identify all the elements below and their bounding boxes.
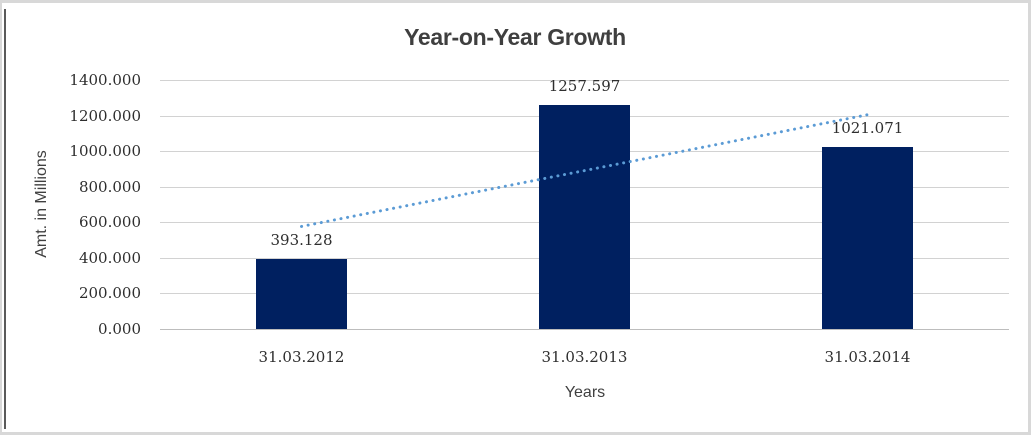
y-tick-label: 600.000 <box>78 213 141 231</box>
x-axis-title: Years <box>564 384 606 401</box>
data-label: 1257.597 <box>548 77 621 96</box>
left-border-rule <box>4 9 6 429</box>
y-tick-label: 800.000 <box>78 178 141 196</box>
chart-title: Year-on-Year Growth <box>404 24 626 50</box>
y-tick-label: 200.000 <box>78 284 141 302</box>
bar-31.03.2013 <box>539 105 630 329</box>
y-tick-label: 1000.000 <box>69 142 141 160</box>
data-label: 1021.071 <box>831 119 904 138</box>
gridline-0.000 <box>160 329 1009 330</box>
x-tick-label: 31.03.2014 <box>824 348 911 366</box>
y-tick-label: 1200.000 <box>69 107 141 125</box>
y-tick-label: 0.000 <box>98 320 141 338</box>
bar-31.03.2012 <box>256 259 347 329</box>
gridline-1400.000 <box>160 80 1009 81</box>
x-tick-label: 31.03.2012 <box>258 348 345 366</box>
y-tick-label: 400.000 <box>78 249 141 267</box>
y-tick-label: 1400.000 <box>69 71 141 89</box>
x-tick-label: 31.03.2013 <box>541 348 628 366</box>
plot-area: 0.000 200.000 400.000 600.000 800.000 1000.00… <box>2 3 1028 432</box>
bar-31.03.2014 <box>822 147 913 329</box>
data-label: 393.128 <box>270 231 333 250</box>
